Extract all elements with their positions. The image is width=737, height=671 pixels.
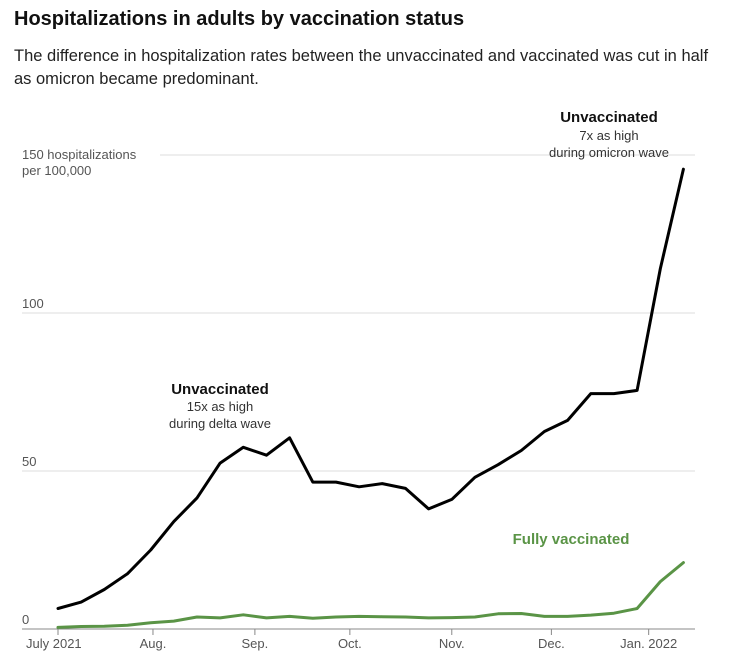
annotation-omicron-line2: during omicron wave xyxy=(549,145,669,160)
y-tick-label: per 100,000 xyxy=(22,163,91,178)
annotation-omicron-head: Unvaccinated xyxy=(560,109,658,126)
y-tick-label: 100 xyxy=(22,296,44,311)
annotation-omicron-line1: 7x as high xyxy=(579,128,638,143)
series-lines xyxy=(56,167,685,629)
x-tick-label: Dec. xyxy=(538,636,565,651)
annotation-delta-line1: 15x as high xyxy=(187,399,254,414)
annotation-vaccinated-label: Fully vaccinated xyxy=(513,531,630,548)
gridlines xyxy=(22,154,695,630)
chart-title: Hospitalizations in adults by vaccinatio… xyxy=(14,8,465,30)
y-tick-label: 50 xyxy=(22,454,36,469)
annotation-delta-line2: during delta wave xyxy=(169,416,271,431)
x-tick-label: July 2021 xyxy=(26,636,82,651)
y-tick-label: 150 hospitalizations xyxy=(22,147,137,162)
series-line-fully-vaccinated xyxy=(56,561,685,629)
x-axis-ticks: July 2021 Aug. Sep. Oct. Nov. Dec. Jan. 2022 xyxy=(26,629,677,651)
y-tick-label: 0 xyxy=(22,612,29,627)
series-line-unvaccinated xyxy=(56,167,685,610)
annotation-delta-head: Unvaccinated xyxy=(171,381,269,398)
chart-subtitle: The difference in hospitalization rates … xyxy=(14,47,709,88)
x-tick-label: Jan. 2022 xyxy=(620,636,677,651)
x-tick-label: Nov. xyxy=(439,636,465,651)
x-tick-label: Oct. xyxy=(338,636,362,651)
x-tick-label: Aug. xyxy=(140,636,167,651)
x-tick-label: Sep. xyxy=(242,636,269,651)
